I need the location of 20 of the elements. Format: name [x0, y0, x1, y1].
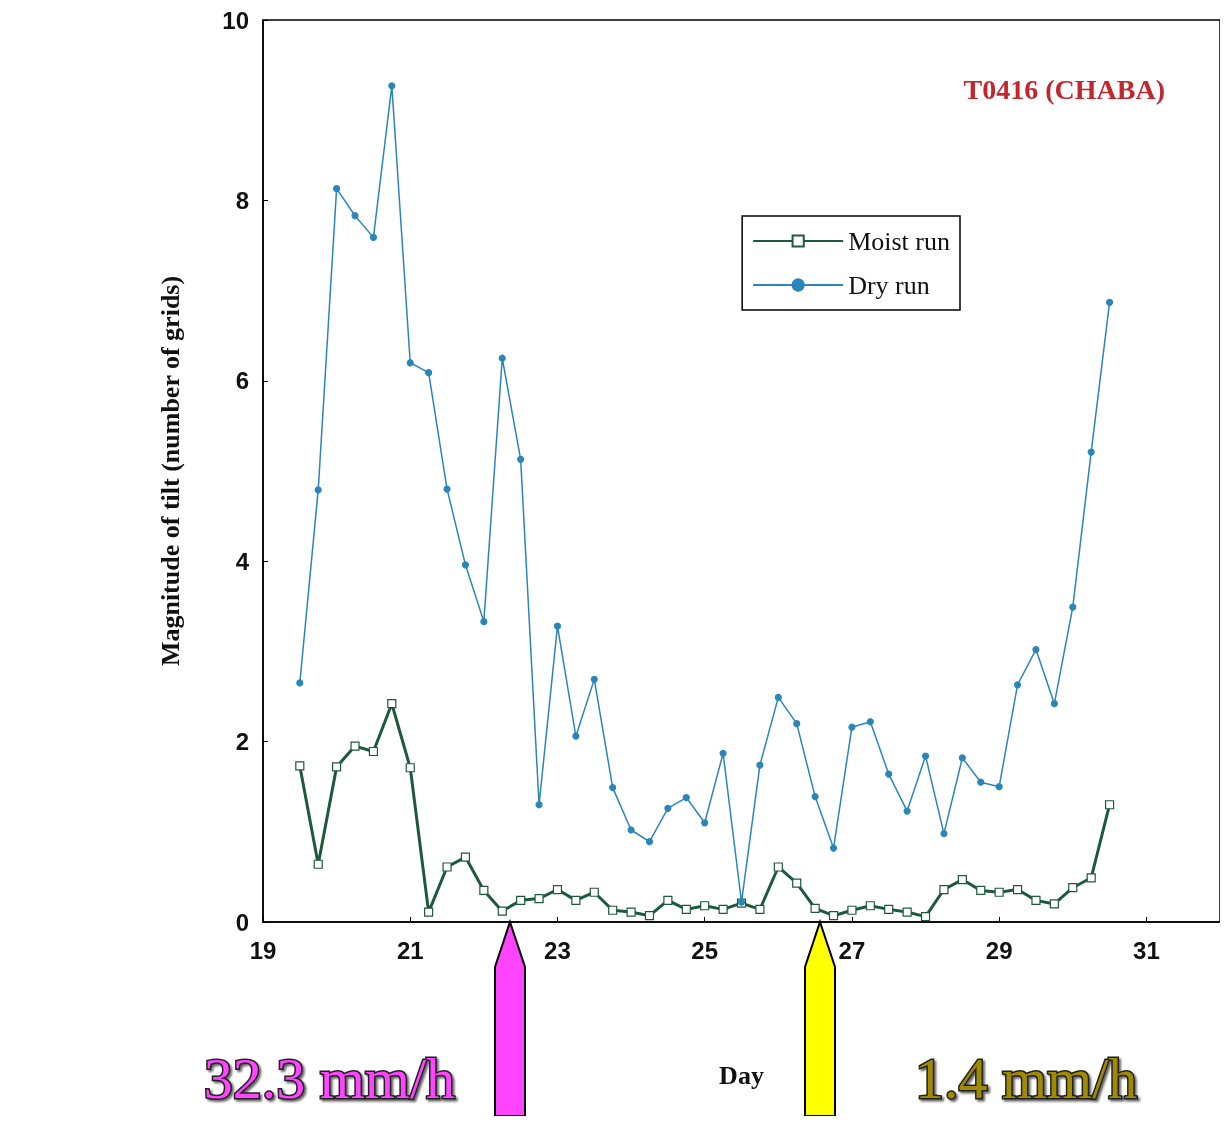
y-tick-label: 10 — [222, 6, 249, 34]
x-tick-label: 27 — [838, 936, 866, 964]
y-axis-title: Magnitude of tilt (number of grids) — [155, 275, 185, 667]
text: 32.3 mm/h — [203, 1045, 455, 1111]
legend-label: Moist run — [848, 226, 950, 256]
x-tick-label: 21 — [396, 936, 424, 964]
y-tick-label: 4 — [235, 547, 250, 575]
text: 1.4 mm/h — [915, 1045, 1138, 1111]
x-axis-title: Day — [719, 1060, 764, 1090]
y-tick-label: 2 — [235, 728, 249, 756]
y-tick-label: 0 — [235, 908, 249, 936]
y-tick-label: 6 — [235, 367, 249, 395]
x-tick-label: 19 — [249, 936, 277, 964]
y-tick-label: 8 — [235, 186, 249, 214]
text: T0416 (CHABA) — [963, 73, 1166, 105]
x-tick-label: 31 — [1133, 936, 1160, 964]
legend-label: Dry run — [848, 270, 930, 300]
x-tick-label: 25 — [691, 936, 719, 964]
x-tick-label: 23 — [544, 936, 571, 964]
x-tick-label: 29 — [985, 936, 1013, 964]
